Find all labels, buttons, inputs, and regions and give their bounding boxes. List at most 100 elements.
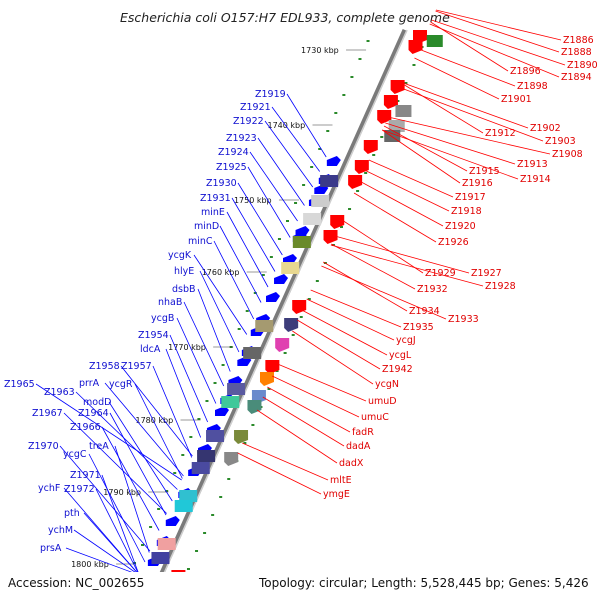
- gene-label-reverse[interactable]: Z1902: [530, 123, 561, 134]
- gene-label-forward[interactable]: dsbB: [172, 284, 196, 295]
- gene-label-forward[interactable]: ycgK: [168, 250, 192, 261]
- reverse-gene-arrow[interactable]: [377, 110, 392, 124]
- gene-block[interactable]: [255, 320, 274, 332]
- gene-label-forward[interactable]: ychF: [38, 483, 60, 494]
- gene-label-forward[interactable]: Z1922: [233, 116, 264, 127]
- forward-gene-arrow[interactable]: [274, 274, 289, 284]
- gene-label-forward[interactable]: Z1921: [240, 102, 271, 113]
- gene-label-reverse[interactable]: Z1888: [561, 47, 592, 58]
- gene-label-forward[interactable]: Z1925: [216, 162, 247, 173]
- gene-label-reverse[interactable]: Z1894: [561, 72, 592, 83]
- gene-label-forward[interactable]: Z1970: [28, 441, 59, 452]
- forward-gene-arrow[interactable]: [295, 226, 310, 236]
- reverse-gene-arrow[interactable]: [323, 230, 338, 244]
- gene-block[interactable]: [281, 262, 300, 274]
- gene-label-reverse[interactable]: Z1928: [485, 281, 516, 292]
- gene-block[interactable]: [174, 500, 193, 512]
- gene-label-reverse[interactable]: Z1929: [425, 268, 456, 279]
- gene-label-reverse[interactable]: Z1890: [567, 60, 598, 71]
- forward-gene-arrow[interactable]: [214, 406, 229, 416]
- gene-block[interactable]: [395, 105, 412, 117]
- reverse-gene-arrow[interactable]: [292, 300, 307, 314]
- gene-block[interactable]: [292, 236, 311, 248]
- gene-label-forward[interactable]: Z1971: [70, 470, 101, 481]
- reverse-gene-arrow[interactable]: [224, 452, 239, 466]
- gene-label-reverse[interactable]: Z1920: [445, 221, 476, 232]
- gene-block[interactable]: [179, 490, 198, 502]
- gene-label-forward[interactable]: Z1966: [70, 422, 101, 433]
- reverse-gene-arrow[interactable]: [383, 95, 398, 109]
- gene-label-reverse[interactable]: dadA: [346, 441, 371, 452]
- gene-label-reverse[interactable]: Z1898: [517, 81, 548, 92]
- reverse-gene-arrow[interactable]: [408, 40, 423, 54]
- gene-label-reverse[interactable]: Z1935: [403, 322, 434, 333]
- gene-label-reverse[interactable]: Z1917: [455, 192, 486, 203]
- gene-label-forward[interactable]: Z1967: [32, 408, 63, 419]
- gene-block[interactable]: [151, 552, 170, 564]
- gene-label-forward[interactable]: Z1964: [78, 408, 109, 419]
- gene-label-forward[interactable]: Z1923: [226, 133, 257, 144]
- gene-label-reverse[interactable]: Z1942: [382, 364, 413, 375]
- gene-label-reverse[interactable]: umuC: [361, 412, 389, 423]
- gene-label-reverse[interactable]: Z1932: [417, 284, 448, 295]
- gene-label-reverse[interactable]: dadX: [339, 458, 364, 469]
- gene-label-forward[interactable]: minE: [201, 207, 225, 218]
- gene-label-reverse[interactable]: mltE: [330, 475, 352, 486]
- reverse-gene-arrow[interactable]: [354, 160, 369, 174]
- gene-label-reverse[interactable]: Z1914: [520, 174, 551, 185]
- gene-label-reverse[interactable]: Z1912: [485, 128, 516, 139]
- gene-label-forward[interactable]: Z1954: [138, 330, 169, 341]
- gene-label-reverse[interactable]: Z1908: [552, 149, 583, 160]
- gene-label-reverse[interactable]: Z1933: [448, 314, 479, 325]
- gene-label-forward[interactable]: ycgB: [151, 313, 174, 324]
- gene-label-reverse[interactable]: ycgL: [389, 350, 412, 361]
- reverse-gene-arrow[interactable]: [275, 338, 290, 352]
- reverse-gene-arrow[interactable]: [363, 140, 378, 154]
- gene-label-reverse[interactable]: Z1901: [501, 94, 532, 105]
- gene-label-reverse[interactable]: Z1927: [471, 268, 502, 279]
- reverse-gene-arrow[interactable]: [234, 430, 249, 444]
- gene-label-reverse[interactable]: Z1918: [451, 206, 482, 217]
- gene-label-forward[interactable]: nhaB: [158, 297, 182, 308]
- forward-gene-arrow[interactable]: [282, 254, 297, 264]
- gene-label-reverse[interactable]: Z1913: [517, 159, 548, 170]
- gene-label-forward[interactable]: Z1924: [218, 147, 249, 158]
- gene-label-forward[interactable]: Z1965: [4, 379, 35, 390]
- reverse-gene-arrow[interactable]: [390, 80, 405, 94]
- gene-label-forward[interactable]: ychM: [48, 525, 73, 536]
- reverse-gene-arrow[interactable]: [284, 318, 299, 332]
- gene-label-reverse[interactable]: Z1926: [438, 237, 469, 248]
- gene-label-forward[interactable]: hlyE: [174, 266, 194, 277]
- gene-label-reverse[interactable]: umuD: [368, 396, 397, 407]
- reverse-gene-arrow[interactable]: [265, 360, 280, 374]
- gene-label-forward[interactable]: Z1963: [44, 387, 75, 398]
- gene-label-forward[interactable]: prrA: [79, 378, 100, 389]
- gene-label-forward[interactable]: Z1957: [121, 361, 152, 372]
- gene-label-forward[interactable]: Z1931: [200, 193, 231, 204]
- gene-label-reverse[interactable]: ymgE: [323, 489, 350, 500]
- gene-label-forward[interactable]: Z1958: [89, 361, 120, 372]
- gene-block[interactable]: [243, 347, 262, 359]
- gene-label-forward[interactable]: ycgC: [63, 449, 87, 460]
- gene-label-reverse[interactable]: Z1886: [563, 35, 594, 46]
- gene-label-reverse[interactable]: Z1916: [462, 178, 493, 189]
- gene-label-reverse[interactable]: fadR: [352, 427, 374, 438]
- gene-block[interactable]: [426, 35, 443, 47]
- gene-label-forward[interactable]: Z1972: [64, 484, 95, 495]
- forward-gene-arrow[interactable]: [265, 292, 280, 302]
- gene-block[interactable]: [320, 175, 339, 187]
- gene-label-forward[interactable]: treA: [89, 441, 109, 452]
- gene-block[interactable]: [227, 383, 246, 395]
- gene-label-forward[interactable]: ycgR: [109, 379, 133, 390]
- forward-gene-arrow[interactable]: [165, 516, 180, 526]
- gene-label-forward[interactable]: modD: [83, 397, 111, 408]
- gene-label-reverse[interactable]: Z1915: [469, 166, 500, 177]
- gene-label-reverse[interactable]: Z1896: [510, 66, 541, 77]
- gene-label-forward[interactable]: pth: [64, 508, 80, 519]
- reverse-gene-arrow[interactable]: [330, 215, 345, 229]
- gene-block[interactable]: [157, 538, 176, 550]
- reverse-gene-arrow[interactable]: [259, 372, 274, 386]
- gene-block[interactable]: [388, 120, 405, 132]
- gene-label-reverse[interactable]: Z1934: [409, 306, 440, 317]
- gene-block[interactable]: [311, 195, 330, 207]
